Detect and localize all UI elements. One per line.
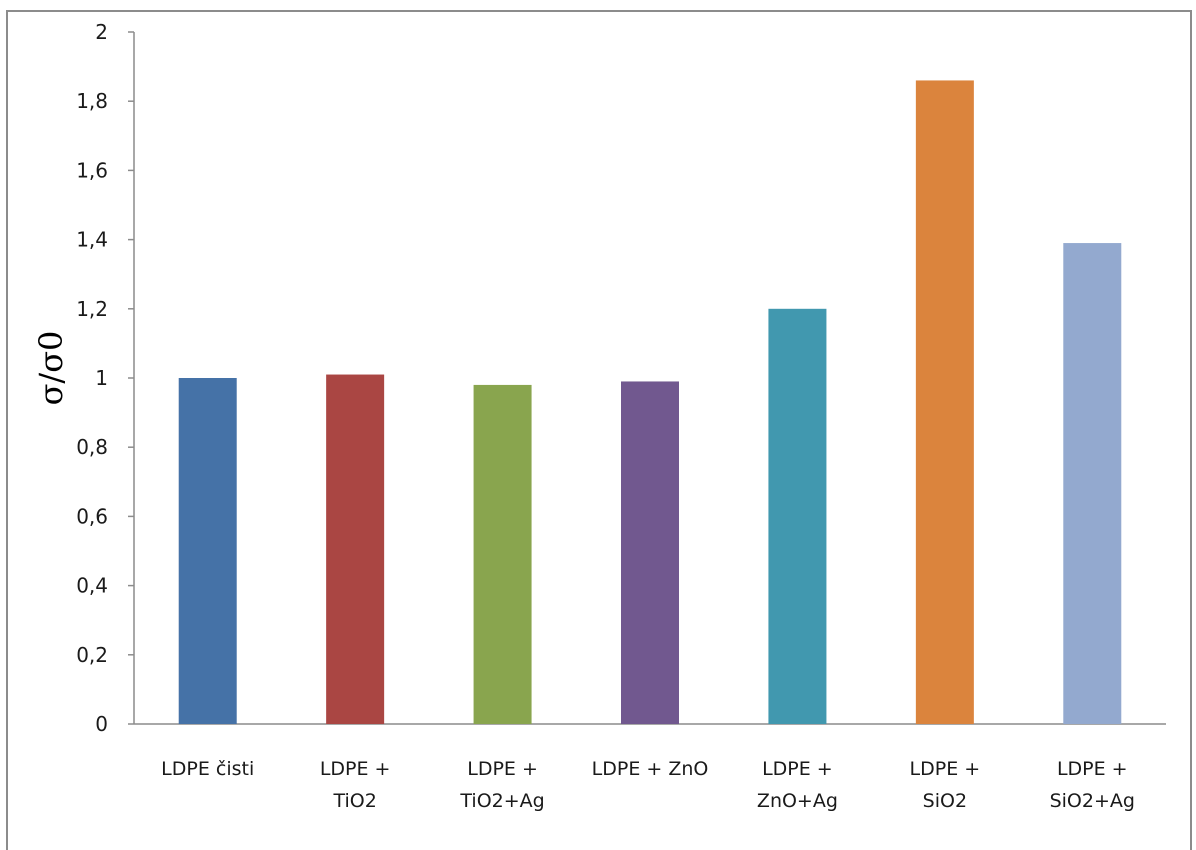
x-category-label: SiO2	[923, 790, 967, 812]
bar	[1063, 243, 1122, 724]
x-category-label: LDPE +	[467, 758, 538, 780]
bar	[768, 308, 827, 724]
x-category-label: LDPE +	[320, 758, 391, 780]
x-category-label: ZnO+Ag	[757, 790, 838, 812]
y-tick-label: 0,4	[76, 574, 108, 598]
bar	[326, 374, 385, 724]
x-category-label: LDPE +	[762, 758, 833, 780]
x-category-label: TiO2+Ag	[459, 790, 544, 812]
bar	[473, 384, 532, 724]
bar	[178, 378, 237, 724]
x-category-label: LDPE +	[1057, 758, 1128, 780]
y-tick-label: 1,8	[76, 89, 108, 113]
y-tick-label: 1,6	[76, 158, 108, 182]
y-tick-label: 1	[95, 366, 108, 390]
y-tick-label: 0,6	[76, 504, 108, 528]
x-category-label: LDPE čisti	[161, 758, 254, 780]
y-axis-label: σ/σ0	[32, 331, 70, 406]
x-category-label: TiO2	[332, 790, 376, 812]
x-category-label: LDPE +	[910, 758, 981, 780]
bar	[915, 80, 974, 724]
bars	[178, 80, 1122, 724]
y-tick-label: 2	[95, 20, 108, 44]
y-tick-label: 0	[95, 712, 108, 736]
y-tick-label: 0,2	[76, 643, 108, 667]
x-category-labels: LDPE čisti LDPE + TiO2 LDPE + TiO2+Ag LDPE + …	[161, 758, 1135, 812]
y-tick-labels: 0 0,2 0,4 0,6 0,8 1 1,2 1,4 1,6 1,8 2	[76, 20, 108, 736]
y-tick-label: 1,4	[76, 228, 108, 252]
y-tick-label: 1,2	[76, 297, 108, 321]
x-category-label: SiO2+Ag	[1050, 790, 1135, 812]
x-category-label: LDPE + ZnO	[592, 758, 709, 780]
chart-frame	[6, 10, 1192, 850]
y-tick-label: 0,8	[76, 435, 108, 459]
bar	[621, 381, 679, 724]
